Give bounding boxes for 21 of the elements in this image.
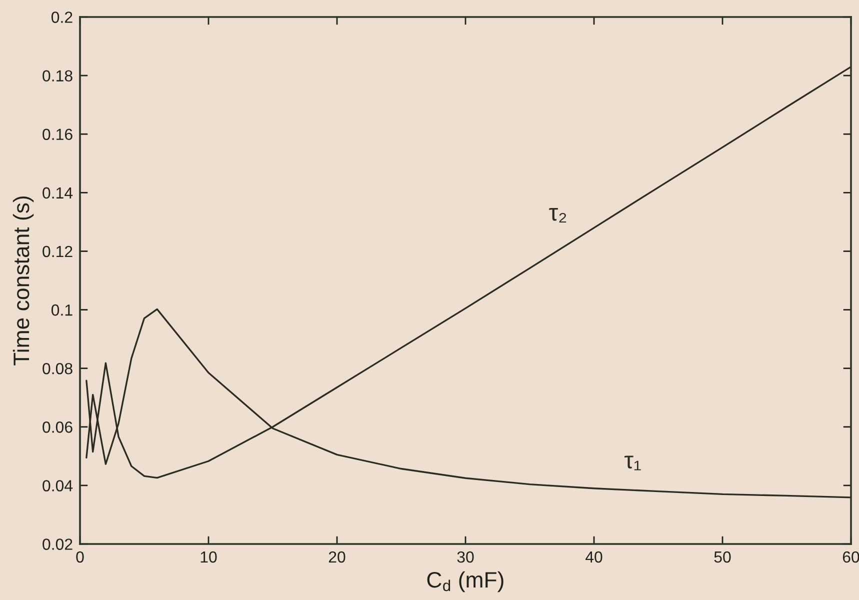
x-tick-label: 60 — [842, 551, 859, 563]
x-tick-label: 20 — [328, 551, 346, 563]
x-tick-label: 40 — [585, 551, 602, 563]
x-tick-label: 0 — [76, 551, 84, 563]
series-label: τ₂ — [549, 208, 566, 223]
series-label: τ₁ — [624, 456, 641, 470]
y-tick-label: 0.2 — [51, 12, 72, 23]
x-tick-label: 50 — [714, 551, 731, 563]
y-tick-label: 0.18 — [42, 70, 72, 82]
y-tick-label: 0.06 — [42, 422, 72, 433]
y-tick-label: 0.14 — [42, 187, 73, 199]
y-tick-label: 0.16 — [42, 128, 72, 140]
y-axis-title: Time constant (s) — [12, 196, 34, 366]
x-tick-label: 10 — [200, 551, 217, 563]
y-tick-label: 0.02 — [42, 538, 72, 550]
x-axis-title: C$_{d}$ (mF) — [427, 571, 504, 592]
y-tick-label: 0.04 — [42, 480, 73, 492]
y-tick-label: 0.1 — [51, 304, 72, 316]
x-tick-label: 30 — [457, 551, 474, 563]
y-tick-label: 0.08 — [42, 362, 72, 374]
y-tick-label: 0.12 — [42, 246, 72, 258]
